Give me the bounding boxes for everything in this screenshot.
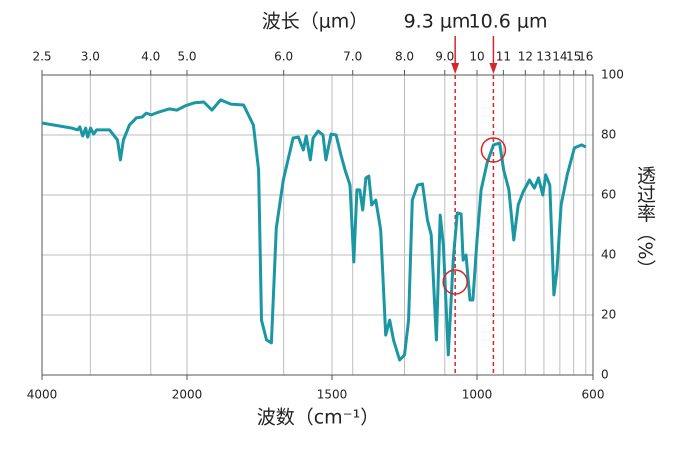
chart-title: 波长（μm）: [262, 11, 369, 33]
y-tick-label: 0: [601, 368, 609, 382]
top-tick-label: 8.0: [395, 50, 414, 64]
x-tick-label: 600: [582, 388, 605, 402]
top-tick-label: 14: [552, 50, 567, 64]
y-tick-label: 60: [601, 188, 616, 202]
spectrum-line: [41, 98, 587, 362]
y-tick-label: 20: [601, 308, 616, 322]
top-tick-label: 16: [578, 50, 593, 64]
y-tick-label: 80: [601, 128, 616, 142]
top-tick-label: 11: [496, 50, 511, 64]
top-tick-label: 7.0: [343, 50, 362, 64]
marker-label: 10.6 μm: [469, 11, 548, 33]
x-tick-label: 2000: [172, 388, 203, 402]
y-tick-label: 40: [601, 248, 616, 262]
marker-circle: [480, 137, 507, 163]
top-tick-label: 13: [536, 50, 551, 64]
marker-circle: [442, 269, 468, 295]
top-tick-label: 10: [469, 50, 484, 64]
top-tick-label: 6.0: [274, 50, 293, 64]
x-tick-label: 1000: [462, 388, 493, 402]
top-tick-label: 12: [518, 50, 533, 64]
marker-label: 9.3 μm: [404, 11, 471, 33]
y-axis-label: 透过率（%）: [634, 165, 656, 278]
x-tick-label: 1500: [317, 388, 348, 402]
x-tick-label: 4000: [27, 388, 58, 402]
top-tick-label: 2.5: [32, 50, 51, 64]
y-tick-label: 100: [601, 68, 624, 82]
marker-arrowhead: [451, 63, 460, 74]
top-tick-label: 5.0: [177, 50, 196, 64]
plot-frame: [41, 74, 594, 376]
marker-arrowhead: [489, 63, 498, 74]
top-tick-label: 15: [566, 50, 581, 64]
x-axis-label: 波数（cm⁻¹）: [257, 407, 380, 429]
top-tick-label: 3.0: [81, 50, 100, 64]
top-tick-label: 4.0: [141, 50, 160, 64]
top-tick-label: 9.0: [435, 50, 454, 64]
